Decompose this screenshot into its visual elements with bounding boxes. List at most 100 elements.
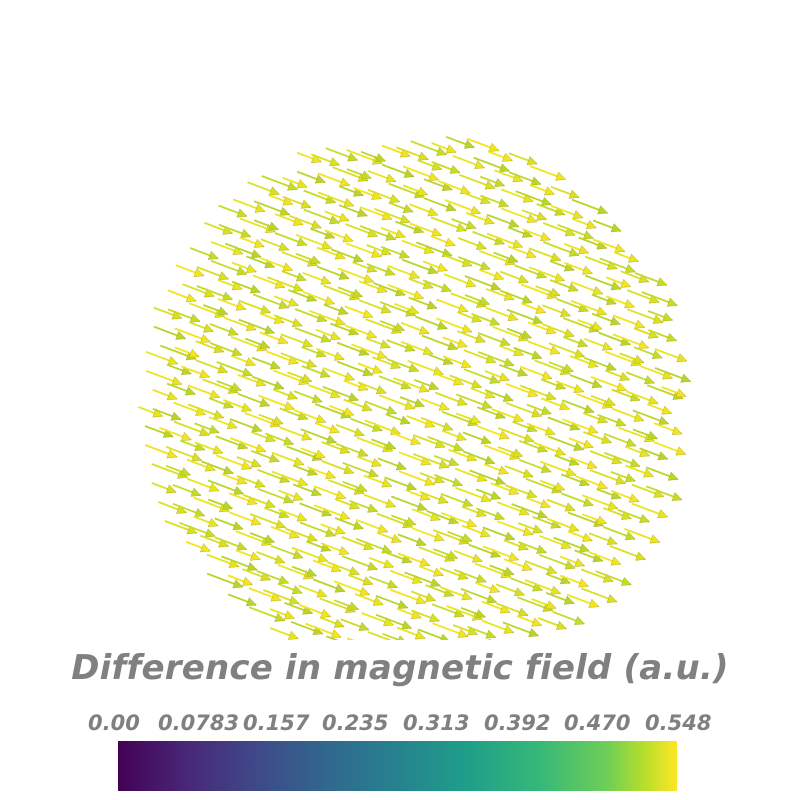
arrow-head — [572, 210, 584, 220]
arrow-head — [310, 487, 322, 497]
arrow-head — [658, 416, 669, 426]
arrow-head — [422, 280, 434, 290]
arrow-head — [422, 346, 434, 356]
arrow-head — [425, 592, 436, 602]
arrow-head — [288, 595, 300, 605]
arrow-head — [245, 597, 257, 607]
arrow-head — [442, 356, 454, 366]
arrow-head — [329, 389, 341, 399]
arrow-head — [555, 446, 566, 456]
arrow-head — [389, 194, 401, 204]
arrow-head — [180, 432, 192, 442]
arrow-head — [573, 384, 585, 394]
arrow-head — [624, 299, 635, 309]
arrow-head — [306, 568, 317, 578]
arrow-head — [194, 508, 206, 518]
arrow-head — [343, 198, 355, 208]
arrow-head — [203, 288, 215, 298]
arrow-head — [334, 316, 346, 326]
arrow-head — [514, 587, 525, 597]
arrow-head — [517, 367, 528, 377]
arrow-head — [522, 468, 534, 478]
arrow-head — [371, 248, 382, 258]
arrow-head — [232, 579, 244, 589]
arrow-head — [189, 313, 201, 323]
arrow-head — [443, 588, 455, 598]
arrow-head — [218, 538, 229, 548]
arrow-head — [503, 291, 515, 301]
arrow-head — [532, 315, 543, 325]
arrow-head — [306, 292, 317, 302]
arrow-head — [410, 436, 421, 446]
arrow-head — [269, 360, 281, 370]
arrow-head — [564, 227, 576, 237]
arrow-head — [582, 497, 594, 507]
arrow-head — [246, 496, 258, 506]
arrow-head — [639, 448, 650, 458]
arrow-head — [372, 596, 384, 606]
arrow-head — [432, 567, 444, 577]
arrow-head — [245, 264, 257, 274]
arrow-head — [274, 554, 286, 564]
arrow-head — [296, 237, 308, 247]
arrow-head — [301, 373, 313, 383]
arrow-head — [503, 566, 515, 576]
arrow-head — [456, 338, 468, 348]
arrow-head — [431, 161, 443, 171]
arrow-head — [352, 288, 363, 298]
arrow-head — [398, 249, 410, 259]
arrow-head — [297, 411, 309, 421]
arrow-head — [479, 261, 491, 271]
arrow-head — [648, 294, 660, 304]
arrow-head — [527, 388, 539, 398]
arrow-head — [597, 205, 608, 215]
arrow-head — [324, 230, 336, 240]
arrow-head — [260, 304, 271, 314]
arrow-head — [662, 312, 673, 322]
arrow-head — [171, 310, 183, 320]
arrow-head — [647, 395, 659, 405]
arrow-head — [245, 357, 256, 367]
arrow-head — [638, 274, 650, 284]
arrow-head — [494, 511, 505, 521]
arrow-head — [493, 271, 505, 281]
arrow-head — [300, 199, 312, 209]
arrow-head — [310, 154, 322, 164]
arrow-head — [498, 372, 510, 382]
arrow-head — [513, 347, 524, 357]
arrow-head — [316, 588, 328, 598]
arrow-head — [455, 432, 467, 442]
arrow-head — [274, 612, 286, 622]
arrow-head — [461, 591, 473, 601]
arrow-head — [339, 510, 351, 520]
arrow-head — [231, 347, 243, 357]
arrow-head — [278, 575, 290, 585]
arrow-head — [376, 284, 388, 294]
arrow-head — [324, 296, 336, 306]
arrow-head — [348, 392, 359, 402]
arrow-head — [501, 152, 513, 162]
arrow-head — [530, 176, 542, 186]
arrow-head — [624, 264, 636, 274]
arrow-head — [310, 220, 322, 230]
arrow-head — [560, 540, 572, 550]
arrow-head — [445, 144, 457, 154]
arrow-head — [540, 464, 552, 474]
arrow-head — [338, 270, 350, 280]
vector-field-plot — [138, 135, 692, 640]
arrow-head — [376, 350, 388, 360]
arrow-head — [483, 215, 495, 225]
arrow-head — [352, 253, 364, 263]
arrow-head — [250, 516, 262, 526]
arrow-head — [471, 379, 482, 389]
arrow-head — [591, 321, 603, 331]
arrow-head — [320, 333, 332, 343]
arrow-head — [479, 528, 491, 538]
arrow-head — [235, 301, 247, 311]
arrow-head — [310, 255, 321, 265]
arrow-head — [342, 233, 354, 243]
arrow-head — [441, 182, 453, 192]
arrow-head — [415, 537, 427, 547]
arrow-head — [230, 382, 242, 392]
arrow-head — [245, 322, 257, 332]
